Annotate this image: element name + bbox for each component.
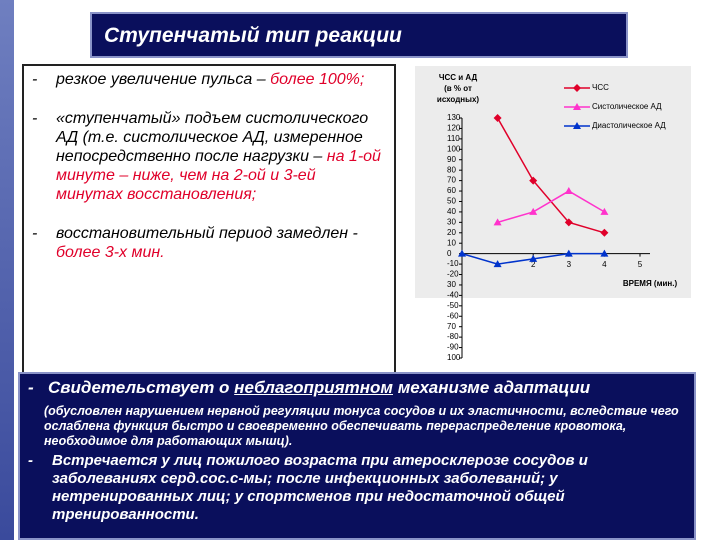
y-tick-label: -90: [447, 343, 459, 352]
y-tick-label: 30: [447, 217, 456, 226]
point: [564, 218, 573, 227]
y-tick-label: 0: [447, 249, 452, 258]
y-tick-label: 70: [447, 322, 456, 331]
point: [529, 207, 538, 215]
y-tick-label: -10: [447, 259, 459, 268]
x-tick-label: 3: [567, 260, 572, 269]
underlined-text: неблагоприятном: [234, 378, 393, 397]
y-tick-label: 120: [447, 124, 461, 133]
y-tick-label: 100: [447, 144, 461, 153]
y-tick-label: 60: [447, 186, 456, 195]
y-tick-label: 130: [447, 113, 461, 122]
y-axis-label: ЧСС и АД: [439, 73, 478, 82]
x-axis-label: ВРЕМЯ (мин.): [623, 279, 678, 288]
y-tick-label: -50: [447, 301, 459, 310]
bullet-text: более 3-х мин.: [56, 244, 165, 261]
y-tick-label: 100: [447, 353, 461, 362]
legend-marker: [573, 103, 581, 110]
point: [600, 249, 609, 257]
bullet-text: «ступенчатый» подъем систолического АД (…: [56, 110, 369, 165]
y-tick-label: 50: [447, 197, 456, 206]
conclusion-line: Встречается у лиц пожилого возраста при …: [28, 452, 686, 524]
bullet: резкое увеличение пульса – более 100%;: [32, 70, 384, 89]
y-axis-label: (в % от: [444, 84, 472, 93]
point: [564, 249, 573, 257]
legend-label: Диастолическое АД: [592, 121, 666, 130]
y-tick-label: -80: [447, 332, 459, 341]
x-tick-label: 5: [638, 260, 643, 269]
slide-title: Ступенчатый тип реакции: [90, 12, 628, 58]
side-strip: [0, 0, 14, 540]
conclusion-box: Свидетельствует о неблагоприятном механи…: [18, 372, 696, 540]
bullet: восстановительный период замедлен - боле…: [32, 224, 384, 262]
point: [458, 249, 466, 257]
y-tick-label: 110: [447, 134, 460, 143]
chart-background: [415, 66, 691, 298]
bullet-text: на 1-ой минуте – ниже, чем на 2-ой и 3-е…: [56, 148, 381, 203]
legend-label: ЧСС: [592, 83, 609, 92]
point: [493, 114, 502, 122]
y-tick-label: 10: [447, 238, 456, 247]
y-tick-label: 90: [447, 155, 456, 164]
y-tick-label: 20: [447, 228, 456, 237]
y-axis-label: исходных): [437, 95, 479, 104]
y-tick-label: 80: [447, 165, 456, 174]
bullet-text: резкое увеличение пульса –: [56, 71, 271, 88]
bullet-text: восстановительный период замедлен -: [56, 225, 358, 242]
y-tick-label: -20: [447, 270, 459, 279]
bullet-text: более 100%;: [270, 71, 365, 88]
y-tick-label: 70: [447, 176, 456, 185]
point: [529, 176, 538, 185]
conclusion-line: Свидетельствует о неблагоприятном механи…: [28, 378, 686, 398]
point: [493, 260, 502, 268]
bullet-box: резкое увеличение пульса – более 100%; «с…: [22, 64, 396, 376]
x-tick-label: 2: [531, 260, 536, 269]
point: [600, 228, 609, 237]
y-tick-label: 40: [447, 207, 456, 216]
x-tick-label: 4: [602, 260, 607, 269]
y-tick-label: -40: [447, 291, 459, 300]
series-line: [497, 190, 605, 224]
legend-marker: [573, 122, 581, 129]
conclusion-note: (обусловлен нарушением нервной регуляции…: [44, 404, 679, 448]
y-tick-label: -60: [447, 311, 459, 320]
point: [564, 187, 573, 195]
point: [529, 254, 538, 262]
point: [600, 207, 609, 215]
legend-label: Систолическое АД: [592, 102, 662, 111]
legend-marker: [573, 84, 581, 92]
y-tick-label: 30: [447, 280, 456, 289]
text: Свидетельствует о: [48, 378, 235, 397]
text: механизме адаптации: [392, 378, 591, 397]
bullet: «ступенчатый» подъем систолического АД (…: [32, 109, 384, 204]
point: [493, 218, 502, 226]
